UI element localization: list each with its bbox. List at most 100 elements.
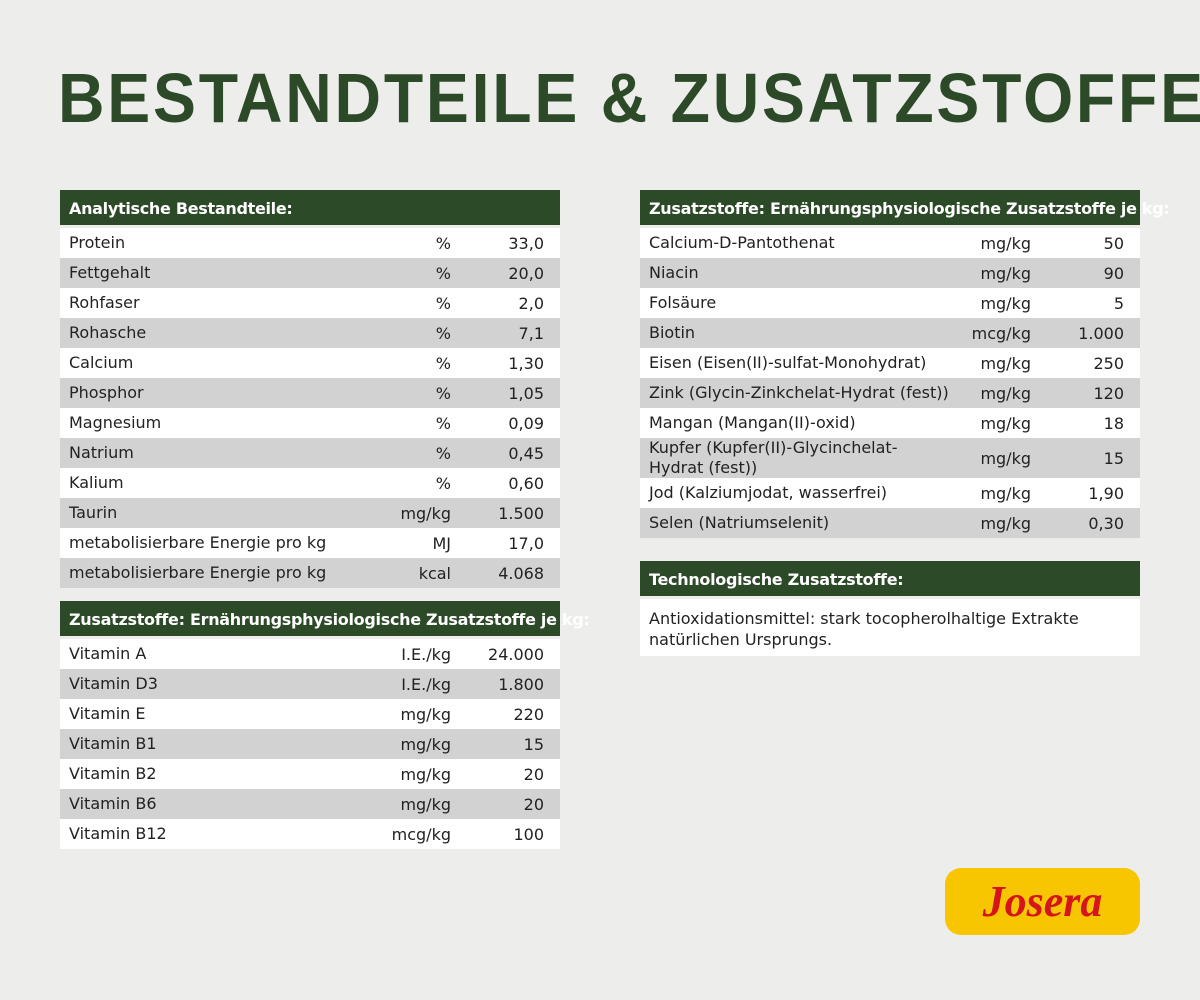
row-label: Taurin	[69, 503, 118, 522]
table-row: Selen (Natriumselenit) mg/kg 0,30	[640, 508, 1140, 538]
row-unit: %	[435, 323, 451, 343]
row-unit: %	[435, 413, 451, 433]
row-value: 1,30	[508, 353, 544, 373]
row-unit: mg/kg	[980, 353, 1031, 373]
row-label: Selen (Natriumselenit)	[649, 513, 830, 532]
table-header: Zusatzstoffe: Ernährungsphysiologische Z…	[640, 190, 1170, 225]
row-unit: %	[435, 443, 451, 463]
table-row: Rohfaser% 2,0	[60, 288, 560, 318]
row-label: Mangan (Mangan(II)-oxid)	[649, 413, 856, 432]
row-unit: mg/kg	[400, 794, 451, 814]
row-label: Vitamin A	[69, 644, 147, 663]
row-label: Kupfer (Kupfer(II)-Glycinchelat-Hydrat (…	[649, 438, 898, 477]
table-row: Kalium% 0,60	[60, 468, 560, 498]
row-unit: %	[435, 263, 451, 283]
row-unit: mg/kg	[980, 383, 1031, 403]
table-row: Mangan (Mangan(II)-oxid) mg/kg 18	[640, 408, 1140, 438]
table-row: Protein% 33,0	[60, 228, 560, 258]
row-unit: mg/kg	[980, 413, 1031, 433]
table-row: Biotin mcg/kg 1.000	[640, 318, 1140, 348]
row-value: 20	[523, 764, 544, 784]
table-row: Niacin mg/kg 90	[640, 258, 1140, 288]
row-unit: %	[435, 293, 451, 313]
row-unit: mg/kg	[980, 513, 1031, 533]
row-label: Natrium	[69, 443, 134, 462]
row-label: metabolisierbare Energie pro kg	[69, 563, 327, 582]
table-row: Vitamin B2 mg/kg 20	[60, 759, 560, 789]
table-row: Eisen (Eisen(II)-sulfat-Monohydrat) mg/kg…	[640, 348, 1140, 378]
row-label: Zink (Glycin-Zinkchelat-Hydrat (fest))	[649, 383, 949, 402]
table-row: Vitamin A I.E./kg 24.000	[60, 639, 560, 669]
table-row: Rohasche% 7,1	[60, 318, 560, 348]
row-value: 220	[513, 704, 544, 724]
table-row: Jod (Kalziumjodat, wasserfrei) mg/kg 1,90	[640, 478, 1140, 508]
row-unit: kcal	[418, 563, 451, 583]
table-row: Calcium% 1,30	[60, 348, 560, 378]
table-row: Zink (Glycin-Zinkchelat-Hydrat (fest)) mg…	[640, 378, 1140, 408]
row-label: Niacin	[649, 263, 699, 282]
row-value: 100	[513, 824, 544, 844]
row-label: Vitamin B1	[69, 734, 157, 753]
row-value: 120	[1093, 383, 1124, 403]
row-label: Vitamin E	[69, 704, 146, 723]
row-label: Fettgehalt	[69, 263, 151, 282]
row-unit: mcg/kg	[391, 824, 451, 844]
row-value: 33,0	[508, 233, 544, 253]
row-label: Calcium	[69, 353, 134, 372]
table: Zusatzstoffe: Ernährungsphysiologische Z…	[640, 190, 1170, 538]
row-label: Rohasche	[69, 323, 147, 342]
row-label: Biotin	[649, 323, 696, 342]
row-value: 20	[523, 794, 544, 814]
row-value: 0,45	[508, 443, 544, 463]
row-unit: mcg/kg	[971, 323, 1031, 343]
table-row: Taurin mg/kg 1.500	[60, 498, 560, 528]
table-row: Fettgehalt% 20,0	[60, 258, 560, 288]
row-unit: mg/kg	[400, 503, 451, 523]
row-unit: mg/kg	[980, 448, 1031, 468]
row-value: 250	[1093, 353, 1124, 373]
row-value: 4.068	[498, 563, 544, 583]
row-label: Vitamin B6	[69, 794, 157, 813]
row-unit: mg/kg	[400, 734, 451, 754]
row-value: 1.800	[498, 674, 544, 694]
row-label: Vitamin B2	[69, 764, 157, 783]
table-header: Zusatzstoffe: Ernährungsphysiologische Z…	[60, 601, 590, 636]
row-unit: mg/kg	[980, 483, 1031, 503]
row-label: Calcium-D-Pantothenat	[649, 233, 835, 252]
table-header: Technologische Zusatzstoffe:	[640, 561, 1140, 596]
row-label: Rohfaser	[69, 293, 140, 312]
table-row: Magnesium% 0,09	[60, 408, 560, 438]
row-unit: MJ	[432, 533, 451, 553]
row-value: 5	[1113, 293, 1124, 313]
row-label: Vitamin D3	[69, 674, 158, 693]
row-value: 15	[1103, 448, 1124, 468]
table-row: Vitamin D3 I.E./kg 1.800	[60, 669, 560, 699]
row-label: Vitamin B12	[69, 824, 167, 843]
table-row: Phosphor% 1,05	[60, 378, 560, 408]
row-unit: I.E./kg	[401, 674, 451, 694]
row-label: Jod (Kalziumjodat, wasserfrei)	[649, 483, 888, 502]
table-header: Analytische Bestandteile:	[60, 190, 560, 225]
row-unit: mg/kg	[980, 293, 1031, 313]
row-value: 50	[1103, 233, 1124, 253]
row-value: 0,60	[508, 473, 544, 493]
table-row: Vitamin B1 mg/kg 15	[60, 729, 560, 759]
row-label: Magnesium	[69, 413, 162, 432]
row-label: metabolisierbare Energie pro kg	[69, 533, 327, 552]
table-row: metabolisierbare Energie pro kg kcal 4.068	[60, 558, 560, 588]
table-row: metabolisierbare Energie pro kg MJ 17,0	[60, 528, 560, 558]
table-row: Kupfer (Kupfer(II)-Glycinchelat-Hydrat (…	[640, 438, 1140, 478]
row-value: 1.000	[1078, 323, 1124, 343]
table-row: Natrium% 0,45	[60, 438, 560, 468]
row-value: 1,05	[508, 383, 544, 403]
row-value: 18	[1103, 413, 1124, 433]
row-value: 20,0	[508, 263, 544, 283]
table: Technologische Zusatzstoffe: Antioxidatio…	[640, 561, 1140, 656]
table: Analytische Bestandteile: Protein% 33,0 Fet…	[60, 190, 560, 588]
row-unit: %	[435, 233, 451, 253]
table-row: Folsäure mg/kg 5	[640, 288, 1140, 318]
row-value: 1.500	[498, 503, 544, 523]
row-value: 90	[1103, 263, 1124, 283]
row-unit: mg/kg	[980, 233, 1031, 253]
